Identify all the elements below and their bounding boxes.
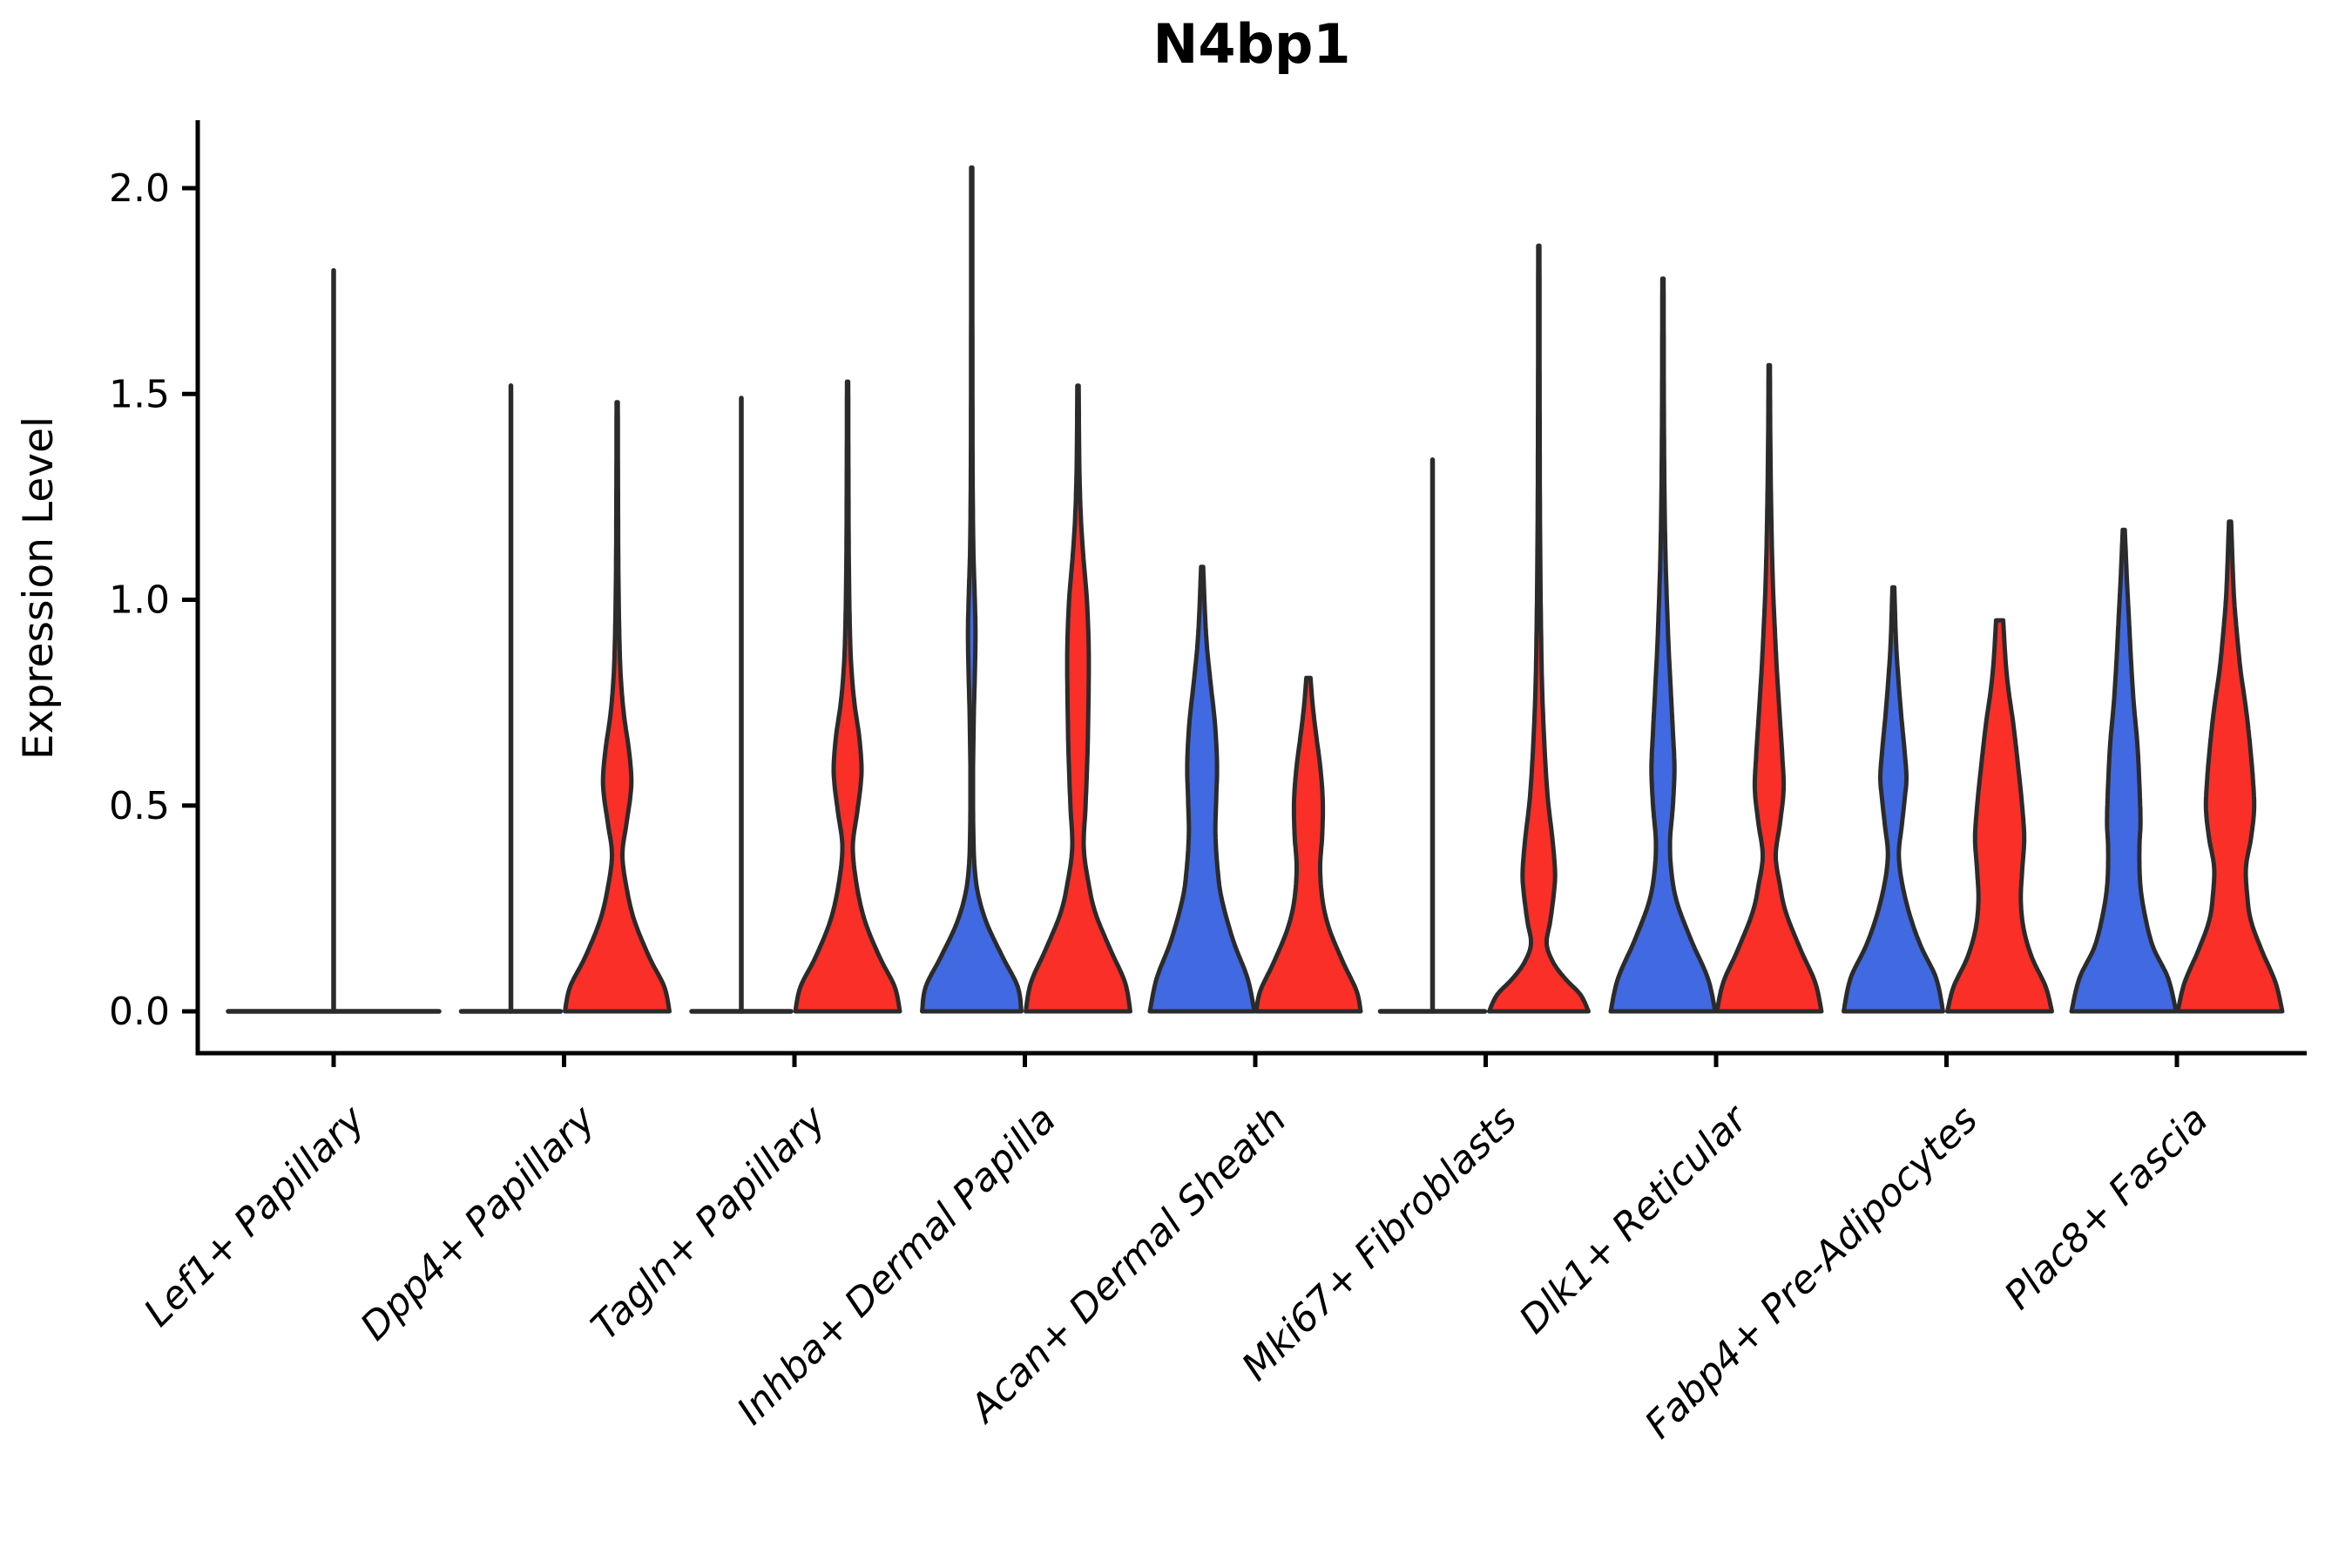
violin-group xyxy=(1842,585,2054,1014)
violin-red xyxy=(1024,383,1132,1014)
violin-blue xyxy=(1842,585,1945,1014)
violin-group xyxy=(689,379,902,1014)
violin-group xyxy=(1377,243,1591,1014)
y-tick-label: 2.0 xyxy=(109,166,170,211)
violin-red xyxy=(563,400,672,1014)
x-tick-label: Dlk1+ Reticular xyxy=(1511,1096,1757,1342)
violin-red xyxy=(793,379,902,1014)
x-tick-label: Dpp4+ Papillary xyxy=(352,1097,605,1349)
y-tick-label: 0.0 xyxy=(109,990,170,1034)
violin-red xyxy=(1714,362,1824,1014)
y-tick-label: 0.5 xyxy=(109,784,170,828)
violin-red xyxy=(1945,618,2054,1014)
violin-blue xyxy=(1608,276,1718,1014)
violin-blue xyxy=(920,165,1024,1014)
y-tick-label: 1.5 xyxy=(109,372,170,416)
violin-group xyxy=(458,383,672,1014)
violin-group xyxy=(1147,564,1363,1014)
violin-blue xyxy=(2069,527,2179,1014)
violins-layer xyxy=(226,165,2285,1014)
violin-red xyxy=(2175,519,2285,1014)
x-tick-label: Tagln+ Papillary xyxy=(583,1097,835,1348)
x-tick-label: Lef1+ Papillary xyxy=(136,1097,375,1335)
violin-group xyxy=(226,267,442,1014)
violin-group xyxy=(2069,519,2285,1014)
chart-title: N4bp1 xyxy=(1153,12,1351,76)
violin-group xyxy=(1608,276,1824,1014)
violin-red xyxy=(1254,675,1363,1014)
violin-blue xyxy=(1147,564,1257,1014)
y-axis-label: Expression Level xyxy=(15,416,63,760)
x-tick-label: Plac8+ Fascia xyxy=(1996,1098,2216,1318)
y-tick-label: 1.0 xyxy=(109,578,170,623)
violin-red xyxy=(1487,243,1591,1014)
violin-group xyxy=(920,165,1132,1014)
